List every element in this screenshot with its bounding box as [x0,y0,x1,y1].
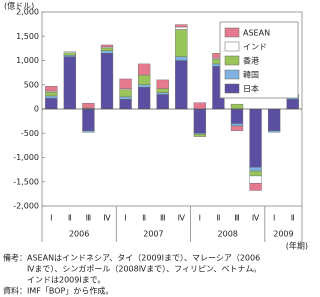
x-tick-label: Ⅰ [50,214,52,223]
legend-label: 日本 [243,84,259,94]
bar-segment [82,102,95,109]
x-tick-label: Ⅳ [103,214,111,223]
legend-label: 香港 [243,56,259,66]
bar-segment [175,24,188,28]
legend-swatch [224,41,240,52]
x-tick-label: Ⅱ [216,214,220,223]
bar-segment [249,170,262,177]
bar-segment [175,29,188,57]
bar-segment [156,92,169,95]
bar-segment [268,130,281,133]
bar-segment [119,99,132,110]
x-tick-label: Ⅰ [273,214,275,223]
y-tick-label: 0 [34,105,39,114]
bar-segment [137,84,151,88]
x-tick-label: Ⅲ [234,214,240,223]
bar-segment [45,86,58,92]
legend-label: インド [243,43,267,52]
y-tick-label: -500 [21,129,39,138]
x-axis-label: (年期) [286,241,308,251]
y-axis-label: (億ドル) [4,1,34,11]
bar-segment [175,56,188,61]
y-tick-label: 2,000 [16,8,39,17]
legend-swatch [224,83,240,94]
bar-segment [137,74,151,85]
bar-segment [119,89,132,98]
bar-segment [193,134,207,137]
bar-segment [249,183,262,191]
x-tick-label: Ⅱ [68,214,72,223]
x-tick-label: Ⅳ [252,214,260,223]
bar-segment [249,108,262,168]
bar-segment [45,95,58,99]
bar-segment [119,78,132,89]
bar-segment [156,88,169,93]
y-tick-label: 1,000 [16,56,39,65]
bar-segment [45,98,58,110]
bar-segment [100,47,114,51]
y-tick-label: -1,500 [13,177,39,186]
bar-segment [230,125,244,132]
note: 備考：ASEANはインドネシア、タイ（2009Ⅰまで）、マレーシア（2006 [3,253,260,263]
y-tick-label: 1,500 [16,32,39,41]
legend-label: 韓国 [243,70,259,80]
year-label: 2007 [143,230,163,239]
bar-segment [137,63,151,76]
y-tick-label: -2,000 [13,202,39,211]
bar-segment [193,108,207,134]
bar-segment [100,53,114,110]
bar-segment [156,94,169,110]
bar-segment [63,52,77,56]
x-tick-label: Ⅱ [142,214,146,223]
x-tick-label: Ⅰ [199,214,201,223]
x-tick-label: Ⅰ [124,214,126,223]
x-tick-label: Ⅱ [291,214,295,223]
bar-segment [193,102,207,110]
x-tick-label: Ⅲ [86,214,92,223]
legend-swatch [224,69,240,80]
year-label: 2006 [69,230,89,239]
bar-segment [230,108,244,124]
bar-segment [175,60,188,110]
year-label: 2008 [218,230,238,239]
bar-segment [119,96,132,100]
note: Ⅳまで）、シンガポール（2008Ⅳまで）、フィリピン、ベトナム。 [27,264,261,274]
chart: (億ドル) (年期) 備考：ASEANはインドネシア、タイ（2009Ⅰまで）、マ… [3,1,308,296]
bar-segment [175,26,188,30]
bar-segment [63,54,77,57]
legend-swatch [224,55,240,66]
bar-segment [82,108,95,132]
year-label: 2009 [273,230,293,239]
x-tick-label: Ⅳ [178,214,186,223]
bar-segment [100,44,114,48]
x-tick-label: Ⅲ [160,214,166,223]
legend-swatch [224,27,240,38]
bar-segment [82,130,95,133]
bar-segment [268,108,281,132]
bar-segment [249,166,262,172]
bar-segment [156,79,169,89]
bar-segment [230,123,244,127]
bar-segment [63,51,77,53]
bar-segment [230,103,244,110]
bar-segment [286,99,299,110]
bar-segment [45,91,58,97]
bar-segment [63,56,77,110]
source: 資料：IMF「BOP」から作成。 [3,286,113,296]
y-tick-label: 500 [24,80,39,89]
bar-segment [137,86,151,110]
y-tick-label: -1,000 [13,153,39,162]
bar-segment [249,175,262,184]
legend-label: ASEAN [243,29,270,38]
note: インドは2009Ⅰまで。 [27,276,105,285]
bar-segment [100,50,114,54]
